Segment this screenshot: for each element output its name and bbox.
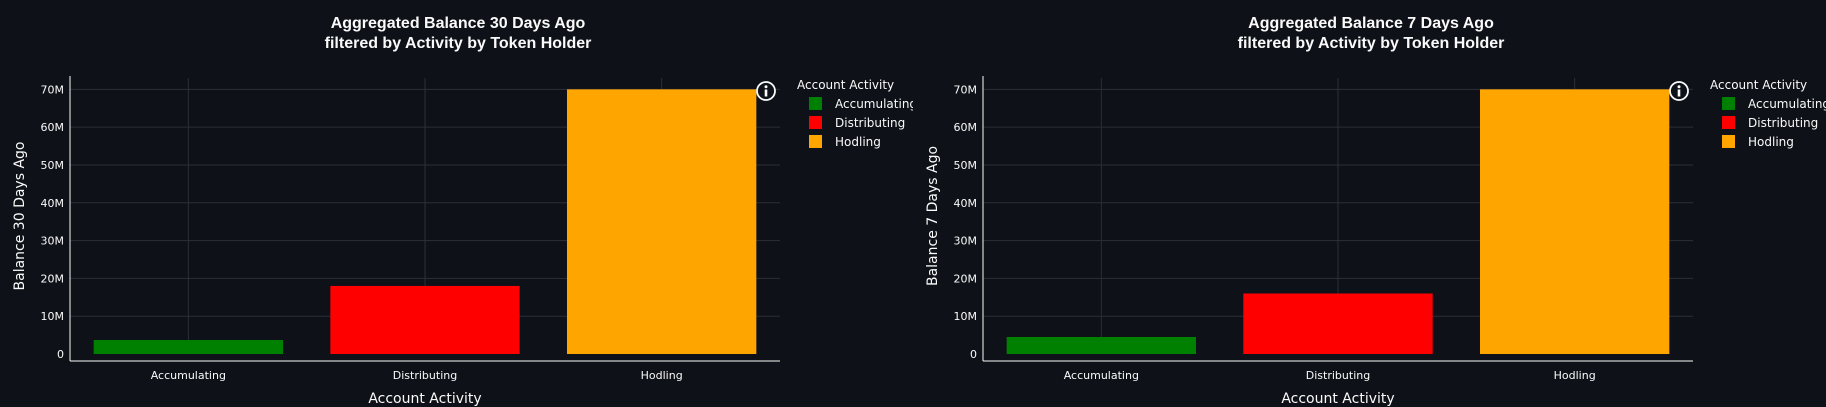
chart-balance-7-days: Aggregated Balance 7 Days Ago filtered by… [925, 15, 1826, 407]
legend-swatch [809, 135, 822, 148]
y-tick-label: 50M [41, 159, 65, 172]
x-axis-title: Account Activity [368, 391, 481, 407]
chart-subtitle: filtered by Activity by Token Holder [325, 35, 592, 52]
legend-swatch [809, 116, 822, 129]
y-tick-label: 20M [954, 272, 978, 285]
y-tick-label: 30M [41, 235, 65, 248]
legend-label: Hodling [835, 135, 881, 149]
chart-title: Aggregated Balance 7 Days Ago [1248, 15, 1494, 32]
y-tick-label: 70M [41, 83, 65, 96]
info-icon[interactable] [756, 81, 776, 101]
x-tick-label: Distributing [1306, 369, 1370, 382]
chart-balance-30-days: Aggregated Balance 30 Days Ago filtered b… [12, 15, 913, 407]
y-tick-label: 50M [954, 159, 978, 172]
bar-distributing[interactable] [330, 285, 520, 354]
y-tick-label: 60M [41, 121, 65, 134]
y-axis-title: Balance 7 Days Ago [925, 146, 941, 286]
x-tick-label: Hodling [641, 369, 683, 382]
y-tick-label: 60M [954, 121, 978, 134]
legend-label: Distributing [1748, 116, 1818, 130]
legend-label: Accumulating [1748, 97, 1826, 111]
bar-accumulating[interactable] [1006, 336, 1196, 354]
info-icon[interactable] [1669, 81, 1689, 101]
y-tick-label: 0 [970, 348, 977, 361]
x-tick-label: Accumulating [151, 369, 226, 382]
bar-hodling[interactable] [1480, 89, 1670, 354]
y-axis-title: Balance 30 Days Ago [12, 142, 28, 291]
legend-item-hodling[interactable]: Hodling [809, 135, 881, 149]
x-axis-title: Account Activity [1281, 391, 1394, 407]
y-tick-label: 70M [954, 83, 978, 96]
legend-item-accumulating[interactable]: Accumulating [809, 97, 913, 111]
legend-swatch [1722, 97, 1735, 110]
y-tick-label: 0 [57, 348, 64, 361]
y-tick-label: 40M [954, 197, 978, 210]
bar-distributing[interactable] [1243, 293, 1433, 354]
y-tick-label: 30M [954, 235, 978, 248]
legend-swatch [1722, 135, 1735, 148]
bar-accumulating[interactable] [93, 340, 284, 354]
x-tick-label: Hodling [1554, 369, 1596, 382]
legend-title: Account Activity [1710, 78, 1807, 92]
y-tick-label: 20M [41, 272, 65, 285]
legend-title: Account Activity [797, 78, 894, 92]
x-tick-label: Accumulating [1064, 369, 1139, 382]
legend-item-distributing[interactable]: Distributing [1722, 116, 1818, 130]
legend-item-accumulating[interactable]: Accumulating [1722, 97, 1826, 111]
y-tick-label: 10M [954, 310, 978, 323]
legend-swatch [809, 97, 822, 110]
legend-swatch [1722, 116, 1735, 129]
legend-label: Accumulating [835, 97, 913, 111]
legend-item-hodling[interactable]: Hodling [1722, 135, 1794, 149]
legend-label: Hodling [1748, 135, 1794, 149]
y-tick-label: 40M [41, 197, 65, 210]
y-tick-label: 10M [41, 310, 65, 323]
bar-hodling[interactable] [567, 89, 757, 354]
legend-item-distributing[interactable]: Distributing [809, 116, 905, 130]
x-tick-label: Distributing [393, 369, 457, 382]
chart-title: Aggregated Balance 30 Days Ago [331, 15, 586, 32]
legend-label: Distributing [835, 116, 905, 130]
chart-subtitle: filtered by Activity by Token Holder [1238, 35, 1505, 52]
